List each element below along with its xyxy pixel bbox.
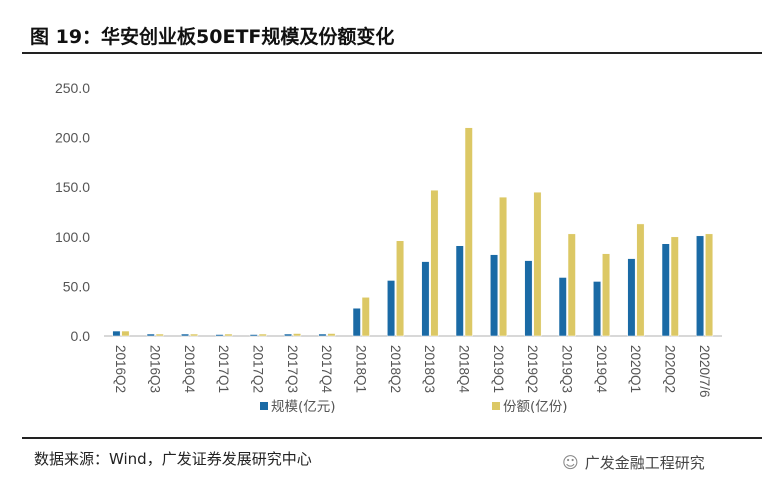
y-tick-label: 0.0 (71, 328, 91, 344)
legend-label: 份额(亿份) (503, 399, 568, 415)
brand-text: 广发金融工程研究 (584, 454, 705, 472)
x-tick-label: 2018Q3 (422, 345, 437, 393)
y-tick-label: 50.0 (63, 278, 90, 294)
bar-shares (636, 223, 645, 337)
x-tick-label: 2019Q2 (525, 345, 540, 393)
x-tick-label: 2019Q3 (560, 345, 575, 393)
bar-chart: 0.0 50.0 100.0 150.0 200.0 250.0 2016Q2 2016Q3 2… (55, 80, 722, 415)
bar-scale (352, 307, 361, 337)
bar-shares (258, 333, 267, 337)
bar-shares (670, 236, 679, 337)
bar-shares (396, 240, 405, 337)
bar-scale (284, 333, 293, 337)
figure-title: 图 19：华安创业板50ETF规模及份额变化 (30, 26, 395, 48)
x-tick-label: 2018Q2 (388, 345, 403, 393)
bar-shares (499, 196, 508, 337)
bar-shares (430, 189, 439, 337)
title-divider (22, 52, 762, 54)
bar-shares (293, 333, 302, 337)
bar-scale (627, 258, 636, 337)
x-tick-label: 2017Q1 (216, 345, 231, 393)
footer-divider (22, 437, 762, 439)
x-tick-label: 2018Q1 (354, 345, 369, 393)
bar-scale (215, 334, 224, 337)
x-tick-label: 2017Q4 (319, 345, 334, 394)
bar-scale (524, 260, 533, 337)
y-tick-label: 200.0 (55, 130, 90, 146)
bar-scale (696, 235, 705, 337)
bar-scale (661, 243, 670, 337)
source-note: 数据来源：Wind，广发证券发展研究中心 (34, 450, 312, 468)
bar-scale (558, 277, 567, 337)
bar-scale (387, 280, 396, 337)
bar-scale (455, 245, 464, 337)
bar-shares (361, 297, 370, 337)
x-tick-label: 2016Q4 (182, 345, 197, 394)
y-tick-label: 100.0 (55, 229, 90, 245)
x-tick-label: 2019Q4 (594, 345, 609, 394)
y-tick-label: 150.0 (55, 179, 90, 195)
x-tick-label: 2016Q3 (148, 345, 163, 393)
x-tick-label: 2017Q2 (251, 345, 266, 393)
legend-swatch (492, 402, 500, 410)
bar-shares (567, 233, 576, 337)
x-tick-label: 2020Q1 (628, 345, 643, 393)
bar-shares (602, 253, 611, 337)
bar-scale (181, 333, 190, 337)
bar-shares (155, 333, 164, 337)
bar-scale (490, 254, 499, 337)
x-tick-label: 2020/7/6 (697, 345, 712, 398)
x-tick-label: 2017Q3 (285, 345, 300, 393)
brand-watermark: ☺ 广发金融工程研究 (562, 452, 705, 473)
legend-swatch (260, 402, 268, 410)
bar-scale (593, 281, 602, 337)
bar-shares (190, 333, 199, 337)
x-tick-label: 2019Q1 (491, 345, 506, 393)
legend-label: 规模(亿元) (271, 399, 336, 415)
x-tick-label: 2018Q4 (457, 345, 472, 394)
y-tick-label: 250.0 (55, 80, 90, 96)
bar-shares (327, 333, 336, 337)
bar-scale (421, 261, 430, 337)
bar-scale (146, 333, 155, 337)
bar-shares (705, 233, 714, 337)
wechat-icon: ☺ (562, 453, 579, 472)
x-tick-label: 2016Q2 (113, 345, 128, 393)
x-tick-label: 2020Q2 (663, 345, 678, 393)
bar-scale (318, 333, 327, 337)
bar-scale (112, 330, 121, 337)
bar-shares (464, 127, 473, 337)
bar-scale (249, 334, 258, 337)
bar-shares (121, 330, 130, 337)
bar-shares (224, 333, 233, 337)
bar-shares (533, 191, 542, 337)
